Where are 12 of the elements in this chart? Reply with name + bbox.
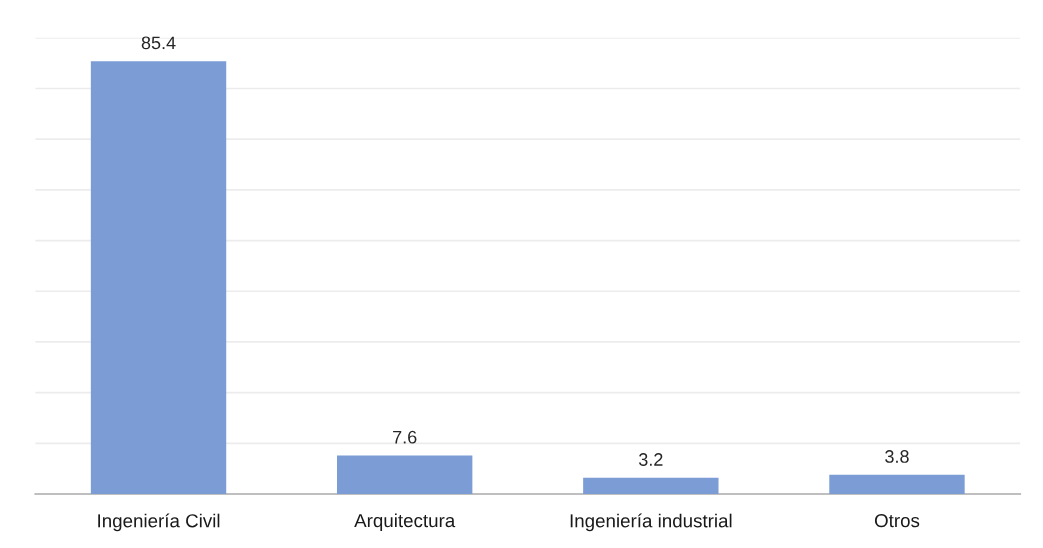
x-tick-label: Otros	[874, 513, 920, 528]
bar	[90, 61, 227, 495]
bar	[583, 477, 719, 495]
x-tick-label: Arquitectura	[354, 513, 456, 531]
data-label: 3.8	[885, 450, 909, 463]
x-tick-label: Ingeniería industrial	[570, 513, 732, 532]
data-label: 3.2	[638, 453, 663, 466]
bar	[829, 474, 965, 495]
data-label: 7.6	[393, 430, 417, 444]
bar	[336, 455, 473, 495]
x-tick-label: Ingeniería Civil	[98, 513, 220, 532]
data-label: 85.4	[141, 36, 176, 50]
